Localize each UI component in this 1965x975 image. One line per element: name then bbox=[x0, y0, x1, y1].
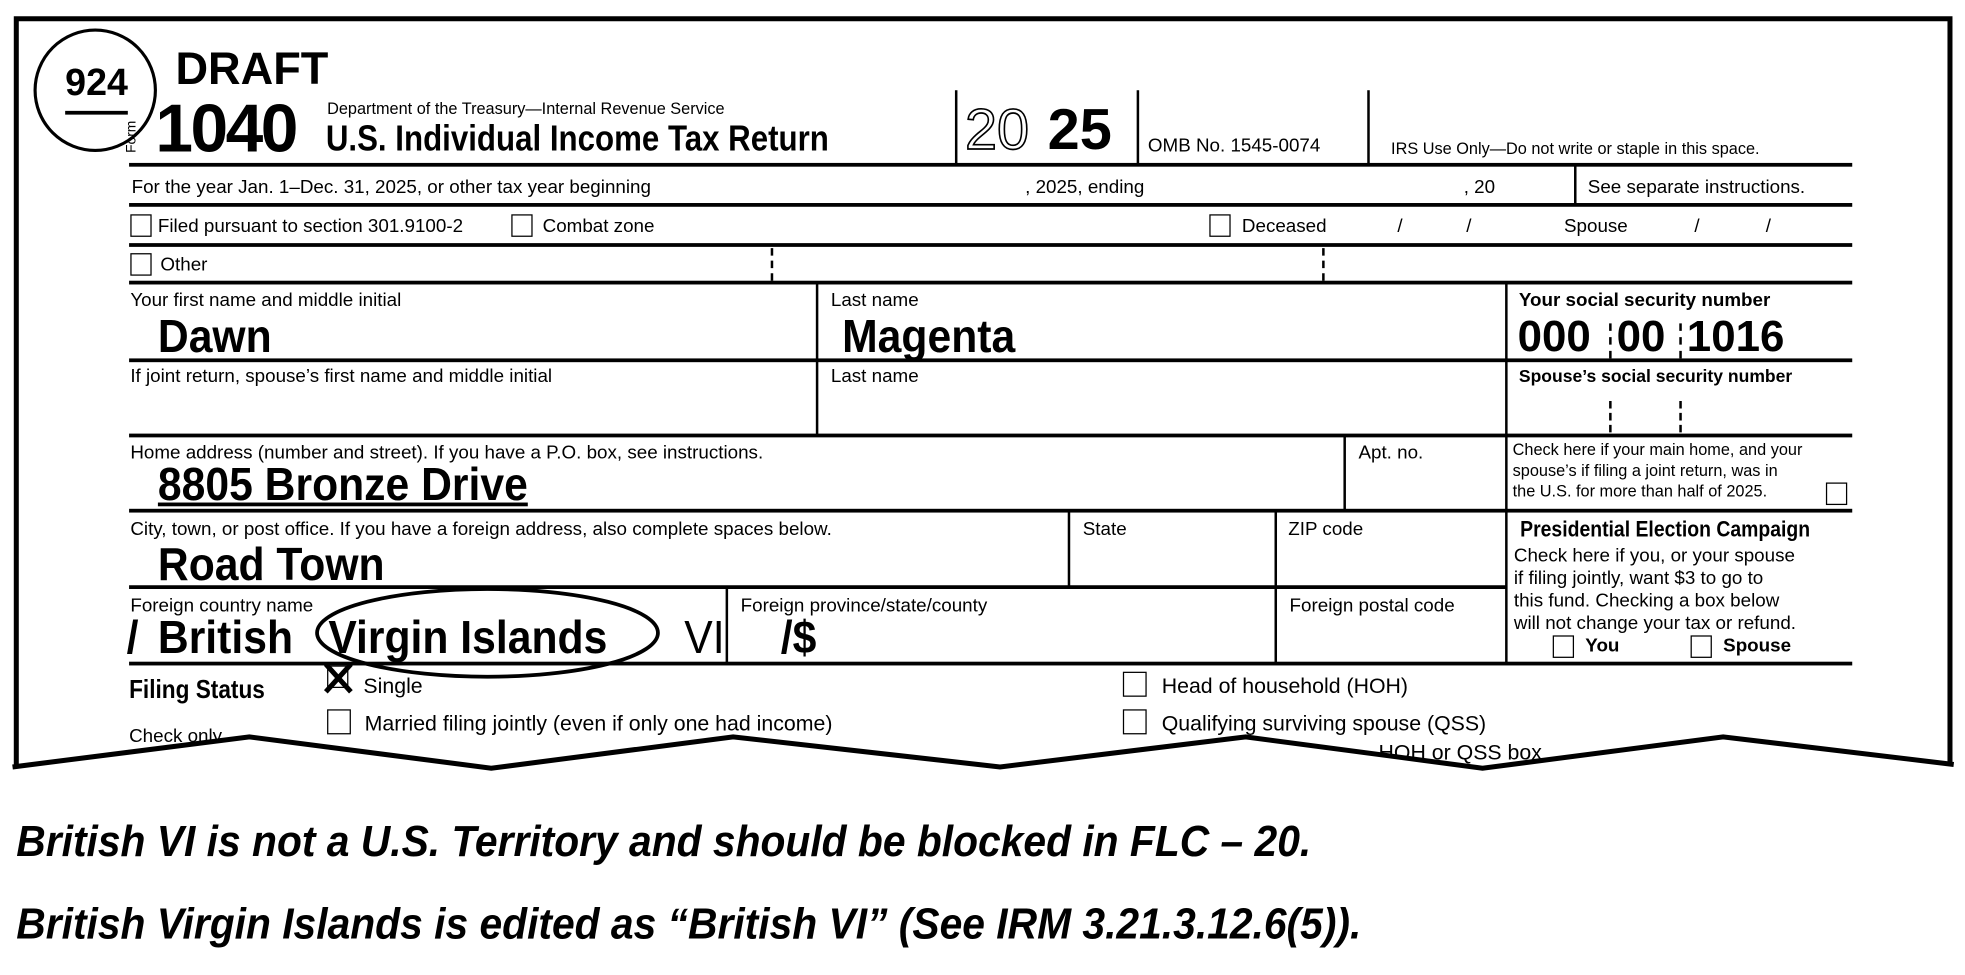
foreign-postal-label: Foreign postal code bbox=[1289, 595, 1455, 617]
home-address-label: Home address (number and street). If you… bbox=[130, 442, 764, 464]
presidential-line: this fund. Checking a box below bbox=[1513, 590, 1780, 612]
hoh-checkbox[interactable] bbox=[1122, 671, 1147, 697]
form-title: U.S. Individual Income Tax Return bbox=[325, 119, 829, 160]
ssn-part-1[interactable]: 000 bbox=[1517, 312, 1591, 361]
presidential-line: if filing jointly, want $3 to go to bbox=[1513, 567, 1764, 590]
presidential-line: Check here if you, or your spouse bbox=[1513, 545, 1795, 567]
last-name-value[interactable]: Magenta bbox=[842, 310, 1016, 363]
filed-pursuant-label: Filed pursuant to section 301.9100-2 bbox=[157, 215, 464, 237]
state-label: State bbox=[1082, 518, 1127, 541]
department-label: Department of the Treasury—Internal Reve… bbox=[327, 99, 725, 118]
presidential-spouse-checkbox[interactable] bbox=[1690, 635, 1712, 658]
combat-zone-label: Combat zone bbox=[542, 215, 655, 237]
ssn-part-3[interactable]: 1016 bbox=[1686, 312, 1785, 361]
foreign-country-circled[interactable]: Virgin Islands bbox=[328, 611, 608, 663]
deceased-label: Deceased bbox=[1241, 215, 1327, 237]
year-bold: 25 bbox=[1047, 96, 1112, 162]
apt-label: Apt. no. bbox=[1358, 442, 1424, 464]
qss-checkbox[interactable] bbox=[1122, 709, 1147, 735]
date-slash: / bbox=[1765, 215, 1771, 237]
draft-label: DRAFT bbox=[175, 42, 329, 94]
year-outline: 20 bbox=[964, 96, 1030, 162]
foreign-country-british[interactable]: British bbox=[157, 611, 294, 663]
note-line-2: British Virgin Islands is edited as “Bri… bbox=[16, 899, 1362, 949]
ssn-label: Your social security number bbox=[1518, 289, 1771, 311]
home-address-value[interactable]: 8805 Bronze Drive bbox=[157, 458, 528, 511]
filing-status-title: Filing Status bbox=[129, 675, 265, 705]
single-label: Single bbox=[363, 674, 423, 699]
see-instructions: See separate instructions. bbox=[1587, 176, 1806, 199]
presidential-spouse-label: Spouse bbox=[1723, 635, 1792, 657]
married-jointly-checkbox[interactable] bbox=[327, 709, 351, 735]
tax-year-ending: , 2025, ending bbox=[1025, 176, 1145, 199]
filed-pursuant-checkbox[interactable] bbox=[130, 214, 152, 237]
main-home-line: spouse’s if filing a joint return, was i… bbox=[1512, 460, 1778, 480]
zip-label: ZIP code bbox=[1288, 518, 1364, 541]
foreign-country-tail: /$ bbox=[780, 611, 817, 663]
first-name-label: Your first name and middle initial bbox=[130, 289, 402, 311]
spouse-last-name-label: Last name bbox=[830, 365, 919, 388]
main-home-line: Check here if your main home, and your bbox=[1512, 439, 1803, 459]
main-home-line: the U.S. for more than half of 2025. bbox=[1512, 481, 1768, 501]
foreign-country-slash: / bbox=[126, 611, 139, 663]
note-line-1: British VI is not a U.S. Territory and s… bbox=[16, 817, 1312, 866]
other-checkbox[interactable] bbox=[130, 253, 152, 276]
spouse-deceased-label: Spouse bbox=[1563, 215, 1628, 237]
presidential-you-label: You bbox=[1585, 635, 1620, 657]
presidential-title: Presidential Election Campaign bbox=[1520, 516, 1811, 542]
combat-zone-checkbox[interactable] bbox=[511, 214, 533, 237]
foreign-province-label: Foreign province/state/county bbox=[740, 595, 988, 617]
stamp-code: 924 bbox=[65, 62, 128, 105]
tax-year-20: , 20 bbox=[1463, 176, 1496, 199]
last-name-label: Last name bbox=[830, 289, 919, 311]
city-value[interactable]: Road Town bbox=[157, 538, 385, 591]
ssn-part-2[interactable]: 00 bbox=[1616, 312, 1666, 361]
married-jointly-label: Married filing jointly (even if only one… bbox=[364, 711, 833, 736]
spouse-first-name-label: If joint return, spouse’s first name and… bbox=[130, 365, 553, 388]
qss-label: Qualifying surviving spouse (QSS) bbox=[1161, 711, 1487, 736]
form-number: 1040 bbox=[155, 91, 298, 167]
main-home-text: Check here if your main home, and your s… bbox=[1513, 440, 1803, 502]
first-name-value[interactable]: Dawn bbox=[157, 310, 272, 363]
other-label: Other bbox=[160, 254, 208, 276]
irs-use-only: IRS Use Only—Do not write or staple in t… bbox=[1391, 139, 1760, 158]
main-home-checkbox[interactable] bbox=[1825, 482, 1848, 506]
tax-year-label: For the year Jan. 1–Dec. 31, 2025, or ot… bbox=[131, 176, 651, 199]
date-slash: / bbox=[1397, 215, 1403, 237]
presidential-line: will not change your tax or refund. bbox=[1513, 612, 1796, 635]
stamp-circle bbox=[33, 28, 157, 152]
spouse-ssn-label: Spouse’s social security number bbox=[1518, 365, 1793, 386]
presidential-you-checkbox[interactable] bbox=[1552, 635, 1575, 658]
date-slash: / bbox=[1694, 215, 1700, 237]
omb-number: OMB No. 1545-0074 bbox=[1147, 135, 1321, 157]
date-slash: / bbox=[1466, 215, 1472, 237]
presidential-text: Check here if you, or your spouse if fil… bbox=[1514, 545, 1796, 635]
city-label: City, town, or post office. If you have … bbox=[130, 518, 832, 541]
foreign-country-vi: VI bbox=[684, 611, 725, 663]
hoh-label: Head of household (HOH) bbox=[1161, 674, 1409, 699]
deceased-checkbox[interactable] bbox=[1209, 214, 1231, 237]
foreign-country-label: Foreign country name bbox=[130, 595, 314, 617]
